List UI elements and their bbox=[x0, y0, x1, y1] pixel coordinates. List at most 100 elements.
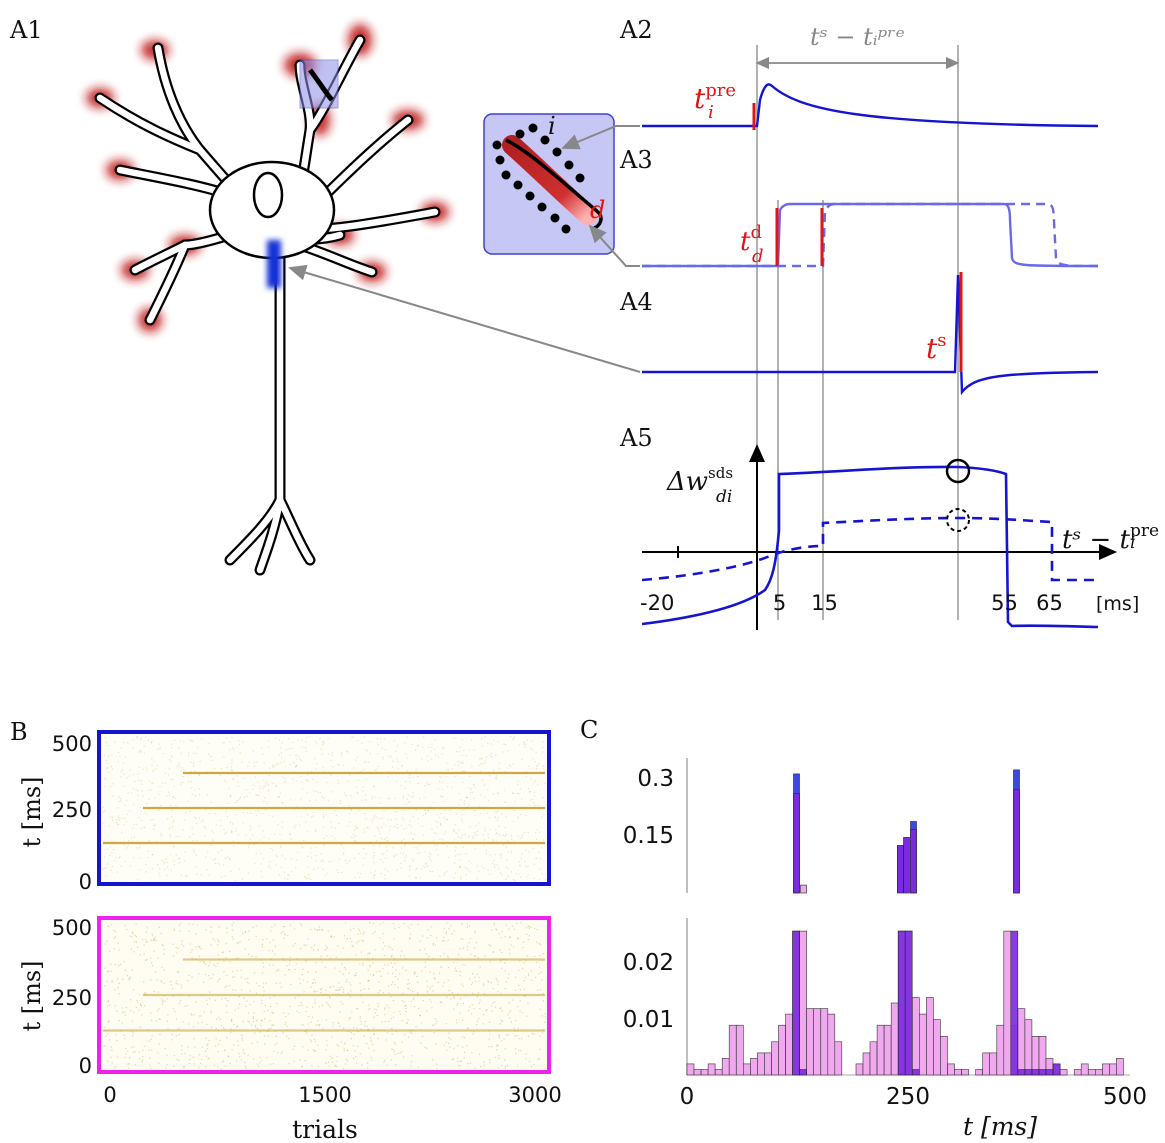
raster-dot bbox=[493, 739, 495, 741]
raster-dot bbox=[180, 752, 182, 754]
raster-dot bbox=[184, 819, 186, 821]
raster-dot bbox=[173, 929, 175, 931]
raster-dot bbox=[255, 810, 257, 812]
raster-dot bbox=[397, 767, 399, 770]
raster-dot bbox=[476, 830, 478, 832]
raster-dot bbox=[146, 927, 148, 929]
raster-dot bbox=[189, 739, 191, 741]
raster-dot bbox=[248, 939, 250, 941]
raster-dot bbox=[275, 737, 277, 739]
raster-dot bbox=[448, 769, 450, 771]
raster-dot bbox=[443, 833, 445, 835]
raster-dot bbox=[354, 877, 356, 879]
raster-dot bbox=[478, 980, 480, 982]
raster-dot bbox=[188, 752, 190, 754]
raster-dot bbox=[210, 844, 212, 846]
raster-dot bbox=[523, 962, 525, 964]
raster-dot bbox=[469, 775, 471, 777]
raster-dot bbox=[381, 826, 383, 828]
raster-dot bbox=[223, 971, 225, 973]
raster-dot bbox=[282, 931, 284, 933]
raster-dot bbox=[179, 858, 181, 860]
hist-bottom-bar-pink bbox=[757, 1052, 765, 1076]
raster-dot bbox=[208, 743, 210, 745]
raster-dot bbox=[233, 976, 235, 978]
raster-dot bbox=[284, 926, 286, 928]
raster-dot bbox=[433, 839, 435, 841]
raster-dot bbox=[376, 738, 378, 740]
raster-dot bbox=[142, 938, 144, 941]
raster-dot bbox=[429, 858, 431, 860]
raster-dot bbox=[527, 831, 529, 834]
panel-label-a1: A1 bbox=[9, 16, 43, 44]
raster-dot bbox=[521, 853, 523, 855]
raster-dot bbox=[461, 762, 463, 764]
raster-dot bbox=[288, 1063, 290, 1065]
raster-dot bbox=[195, 933, 197, 935]
raster-dot bbox=[238, 1053, 240, 1055]
raster-dot bbox=[457, 1057, 459, 1059]
raster-dot bbox=[141, 1059, 144, 1061]
raster-dot bbox=[403, 922, 405, 924]
raster-dot bbox=[487, 981, 489, 983]
raster-dot bbox=[498, 834, 501, 836]
raster-dot bbox=[428, 855, 430, 857]
raster-dot bbox=[487, 799, 490, 801]
raster-dot bbox=[195, 794, 197, 797]
b-xlabel: trials bbox=[292, 1115, 358, 1143]
raster-dot bbox=[191, 793, 193, 795]
c-top-ytick-1: 0.15 bbox=[623, 823, 674, 849]
raster-dot bbox=[213, 768, 216, 770]
raster-dot bbox=[207, 851, 209, 853]
raster-dot bbox=[369, 965, 371, 967]
raster-dot bbox=[385, 825, 387, 827]
raster-dot bbox=[289, 1005, 291, 1008]
panel-label-a4: A4 bbox=[619, 288, 653, 316]
raster-dot bbox=[171, 756, 173, 758]
raster-dot bbox=[271, 926, 273, 928]
raster-dot bbox=[458, 836, 460, 838]
raster-dot bbox=[414, 1006, 416, 1008]
raster-dot bbox=[445, 775, 447, 778]
raster-dot bbox=[138, 1051, 140, 1053]
raster-dot bbox=[224, 986, 226, 988]
raster-dot bbox=[191, 828, 193, 830]
raster-dot bbox=[261, 1019, 263, 1022]
raster-dot bbox=[413, 833, 416, 835]
raster-dot bbox=[468, 804, 470, 806]
raster-dot bbox=[221, 998, 223, 1000]
raster-dot bbox=[430, 758, 432, 760]
interval-label: tˢ − tᵢᵖʳᵉ bbox=[810, 23, 905, 51]
raster-dot bbox=[115, 1065, 117, 1067]
raster-dot bbox=[480, 770, 482, 773]
raster-dot bbox=[253, 1058, 255, 1060]
raster-dot bbox=[124, 969, 126, 971]
raster-dot bbox=[132, 774, 134, 776]
raster-dot bbox=[295, 963, 297, 965]
raster-dot bbox=[158, 872, 160, 874]
raster-dot bbox=[353, 767, 355, 769]
raster-dot bbox=[313, 944, 316, 946]
raster-dot bbox=[359, 1018, 361, 1020]
raster-dot bbox=[370, 872, 372, 874]
raster-dot bbox=[372, 857, 374, 859]
raster-dot bbox=[125, 848, 127, 850]
raster-dot bbox=[455, 846, 457, 848]
raster-dot bbox=[116, 871, 119, 873]
raster-dot bbox=[508, 1002, 510, 1004]
raster-dot bbox=[136, 847, 138, 849]
raster-dot bbox=[451, 1059, 453, 1061]
raster-dot bbox=[302, 846, 304, 848]
raster-dot bbox=[397, 761, 399, 763]
panel-label-a2: A2 bbox=[619, 16, 653, 44]
raster-dot bbox=[198, 775, 200, 777]
raster-dot bbox=[329, 986, 331, 988]
raster-dot bbox=[217, 954, 219, 956]
raster-dot bbox=[462, 938, 464, 940]
raster-dot bbox=[304, 747, 307, 749]
raster-dot bbox=[280, 846, 282, 848]
raster-dot bbox=[209, 998, 211, 1000]
raster-dot bbox=[232, 976, 234, 978]
raster-dot bbox=[510, 1009, 512, 1012]
raster-dot bbox=[110, 924, 112, 926]
